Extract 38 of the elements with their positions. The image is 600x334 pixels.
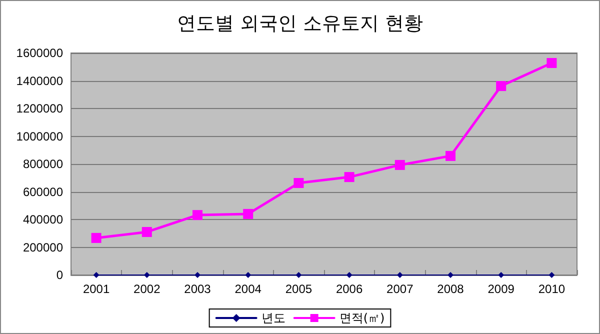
point <box>243 208 254 219</box>
chart-title: 연도별 외국인 소유토지 현황 <box>176 12 424 34</box>
point <box>344 172 354 182</box>
point <box>296 272 302 278</box>
point <box>93 272 100 278</box>
x-tick-label: 2010 <box>538 282 566 296</box>
y-tick-label: 1000000 <box>16 129 64 144</box>
point <box>91 232 102 243</box>
y-tick-label: 200000 <box>22 240 64 254</box>
y-tick-label: 0 <box>56 268 64 282</box>
x-tick-label: 2002 <box>134 282 161 296</box>
point <box>394 160 405 170</box>
point <box>548 272 555 278</box>
point <box>446 150 456 161</box>
legend-label: 면적(㎡) <box>339 311 385 325</box>
point <box>294 178 304 188</box>
x-tick-label: 2009 <box>488 282 515 296</box>
y-tick-label: 400000 <box>22 212 64 226</box>
y-tick-label: 1600000 <box>16 46 64 60</box>
x-tick-label: 2004 <box>234 282 262 296</box>
y-tick-label: 800000 <box>22 157 64 171</box>
y-tick-label: 1400000 <box>16 74 64 88</box>
point <box>192 210 202 220</box>
point <box>448 272 454 278</box>
point <box>496 81 506 92</box>
x-tick-label: 2003 <box>184 282 212 296</box>
y-tick-label: 1200000 <box>16 102 64 116</box>
point <box>142 226 152 237</box>
y-tick-label: 600000 <box>22 184 64 199</box>
x-tick-label: 2008 <box>437 282 464 296</box>
x-tick-label: 2007 <box>386 282 414 296</box>
point <box>546 58 557 68</box>
x-tick-label: 2001 <box>82 282 110 296</box>
x-tick-label: 2006 <box>336 282 363 296</box>
x-tick-label: 2005 <box>285 282 312 296</box>
point <box>346 272 352 278</box>
point <box>194 272 200 278</box>
legend-label: 년도 <box>261 311 286 325</box>
